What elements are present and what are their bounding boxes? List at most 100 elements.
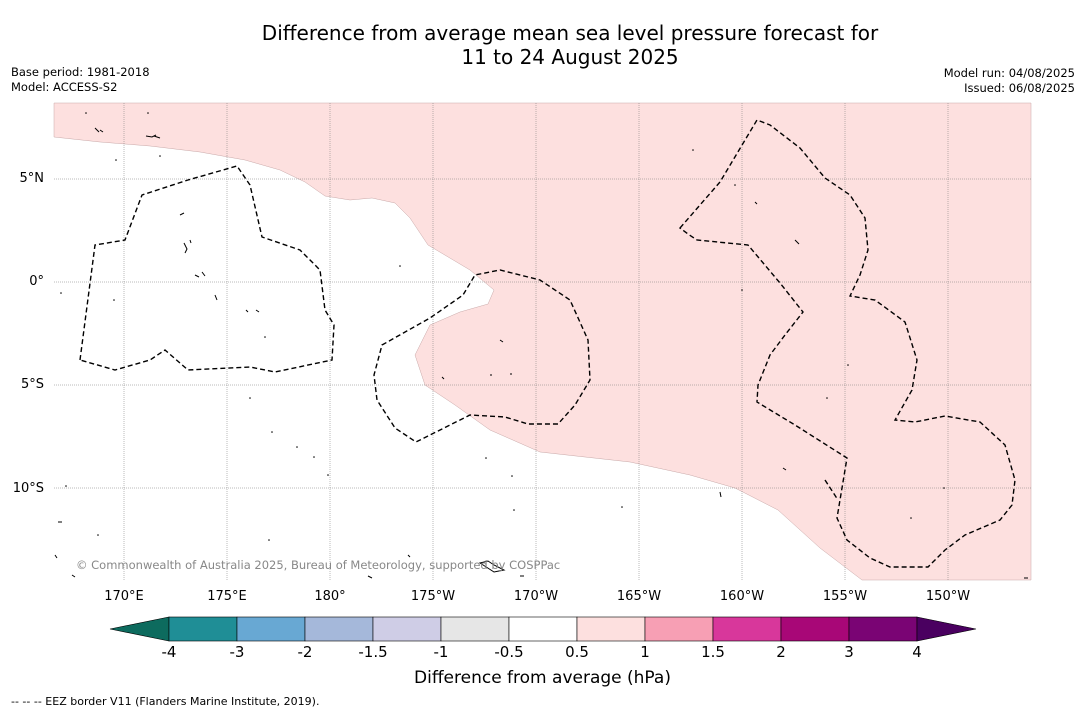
island-dot [268,539,270,541]
island-dot [264,336,266,338]
eez-legend-note: -- -- -- EEZ border V11 (Flanders Marine… [11,695,320,708]
island-dot [85,112,87,114]
island-dot [513,509,515,511]
island-dot [327,474,329,476]
island [183,239,192,254]
colorbar [109,616,977,642]
title-line-1: Difference from average mean sea level p… [261,21,879,45]
model-name: Model: ACCESS-S2 [11,80,118,94]
colorbar-extend-low [109,616,170,642]
island [367,554,524,579]
eez-line-islands [678,119,1016,568]
island-dot [313,456,315,458]
island-dot [741,289,743,291]
colorbar-tick: 0.5 [565,643,589,661]
meta-left: Base period: 1981-2018 Model: ACCESS-S2 [11,65,150,95]
lon-label-150w: 150°W [925,589,971,604]
colorbar-tick: -0.5 [494,643,524,661]
colorbar-tick: -4 [161,643,177,661]
islands [54,127,1028,579]
colorbar-tick: -1 [433,643,449,661]
island [441,339,512,380]
colorbar-bin [508,616,578,642]
colorbar-tick: -1.5 [358,643,388,661]
map-title: Difference from average mean sea level p… [0,21,1085,69]
island-dot [249,397,251,399]
colorbar-bin [712,616,782,642]
lon-label-155w: 155°W [822,589,868,604]
lon-label-165w: 165°W [616,589,662,604]
colorbar-extend-high [916,616,977,642]
island-dot [399,265,401,267]
island [194,271,206,278]
colorbar-bin [780,616,850,642]
lon-label-160w: 160°W [719,589,765,604]
island-dot [113,299,115,301]
island-dot [60,292,62,294]
issued-date: Issued: 06/08/2025 [964,81,1075,95]
island-dot [147,112,149,114]
island-dot [97,534,99,536]
colorbar-bin [372,616,442,642]
colorbar-tick: 1 [640,643,650,661]
colorbar-bin [440,616,510,642]
lat-label-0: 0° [29,274,44,289]
island-dot [296,446,298,448]
island-dot [65,485,67,487]
island-dot [511,475,513,477]
graticule [54,103,1031,580]
lon-label-175w: 175°W [410,589,456,604]
colorbar-tick: -2 [297,643,313,661]
island [782,467,787,471]
colorbar-bin [644,616,714,642]
island-dots [60,112,945,541]
island-dot [621,506,623,508]
island [94,127,104,133]
colorbar-bin [236,616,306,642]
island-dot [826,397,828,399]
island-dot [485,457,487,459]
colorbar-tick: 3 [844,643,854,661]
colorbar-bin [168,616,238,642]
eez-tokelau-fragment [824,479,839,501]
colorbar-tick: 1.5 [701,643,725,661]
island [719,491,1028,579]
island-dot [159,155,161,157]
island-dot [910,517,912,519]
colorbar-bin [576,616,646,642]
lat-label-10s: 10°S [12,481,44,496]
lon-label-175e: 175°E [207,589,247,604]
island-dot [943,487,945,489]
colorbar-tick: 2 [776,643,786,661]
meta-right: Model run: 04/08/2025 Issued: 06/08/2025 [944,66,1075,96]
island [478,560,506,573]
island-dot [271,431,273,433]
island [145,134,161,139]
lon-label-170e: 170°E [104,589,144,604]
colorbar-title: Difference from average (hPa) [414,668,671,688]
base-period: Base period: 1981-2018 [11,65,150,79]
lat-label-5s: 5°S [20,377,44,392]
model-run: Model run: 04/08/2025 [943,66,1075,80]
eez-borders [79,119,1016,568]
colorbar-tick: -3 [229,643,245,661]
lon-label-170w: 170°W [513,589,559,604]
colorbar-bin [304,616,374,642]
colorbar-bin [848,616,918,642]
lat-label-5n: 5°N [19,171,45,186]
island-dot [847,364,849,366]
copyright-notice: © Commonwealth of Australia 2025, Bureau… [76,558,561,572]
island [214,294,260,313]
island-dot [115,159,117,161]
island-dot [692,149,694,151]
island [179,212,185,216]
colorbar-tick: 4 [912,643,922,661]
title-line-2: 11 to 24 August 2025 [461,45,679,69]
island [54,521,76,578]
anomaly-region-positive [53,102,1032,581]
island-dot [734,184,736,186]
eez-kiribati-west [79,165,335,373]
island [754,201,800,245]
lon-label-180: 180° [314,589,346,604]
